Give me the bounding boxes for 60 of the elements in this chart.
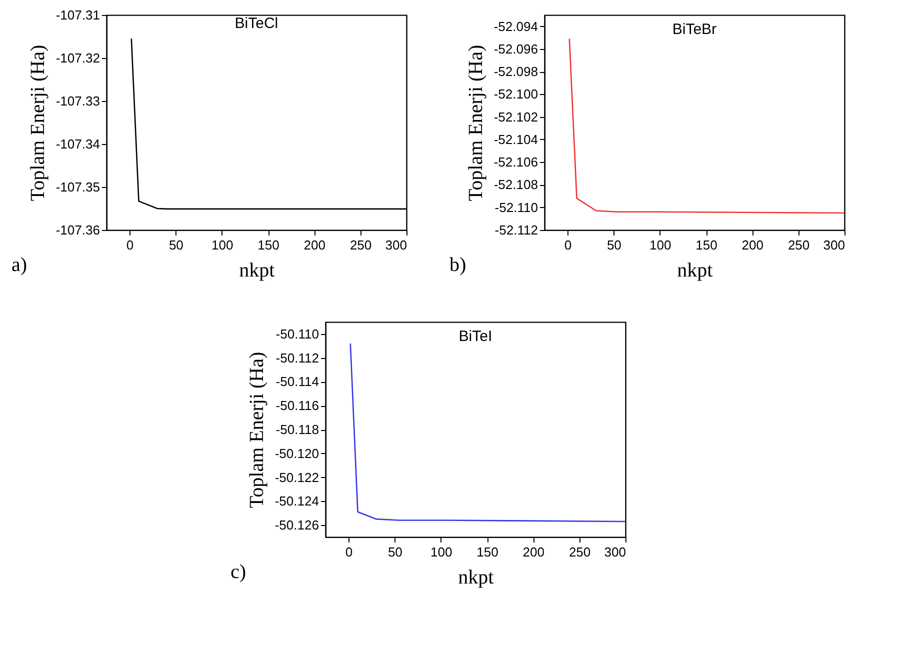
x-tick-label: 150 <box>696 238 718 252</box>
x-tick-label: 100 <box>211 238 234 252</box>
y-tick-label: -50.112 <box>276 350 319 366</box>
text: c) <box>230 561 246 583</box>
x-tick-label: 0 <box>564 238 572 252</box>
x-tick-label: 300 <box>385 238 407 252</box>
text: b) <box>449 254 466 276</box>
x-tick-label: 50 <box>606 238 622 252</box>
y-tick-label: -52.108 <box>494 177 538 192</box>
y-tick-label: -52.104 <box>494 132 538 147</box>
x-tick-label: 250 <box>788 238 810 252</box>
y-tick-label: -50.110 <box>276 326 319 342</box>
y-tick-label: -50.122 <box>274 470 319 485</box>
x-tick-label: 0 <box>345 544 353 560</box>
y-tick-label: -50.120 <box>274 446 319 461</box>
x-tick-label: 300 <box>604 544 626 560</box>
chart-title: BiTeI <box>458 328 492 345</box>
y-tick-label: -107.33 <box>56 94 100 108</box>
x-axis-title: nkpt <box>677 260 714 282</box>
y-tick-label: -52.102 <box>494 109 538 124</box>
x-tick-label: 0 <box>126 238 134 252</box>
x-tick-label: 200 <box>742 238 764 252</box>
y-tick-label: -50.114 <box>276 374 319 390</box>
y-tick-label: -107.32 <box>56 50 100 66</box>
y-tick-label: -52.106 <box>494 154 538 170</box>
x-tick-label: 100 <box>430 544 452 560</box>
chart-title: BiTeBr <box>672 21 717 38</box>
y-tick-label: -52.110 <box>494 200 538 215</box>
x-tick-label: 50 <box>168 238 184 252</box>
x-tick-label: 150 <box>258 238 280 252</box>
y-tick-label: -107.31 <box>56 8 100 22</box>
y-tick-label: -50.124 <box>274 494 319 509</box>
y-tick-label: -107.35 <box>56 180 100 194</box>
x-axis-title: nkpt <box>458 566 494 588</box>
x-tick-label: 200 <box>304 238 326 252</box>
x-axis-title: nkpt <box>239 260 276 282</box>
y-tick-label: -107.36 <box>56 222 100 238</box>
y-tick-label: -52.100 <box>494 86 538 102</box>
text: a) <box>11 254 27 276</box>
line-series <box>350 342 626 522</box>
y-axis-title: Toplam Enerji (Ha) <box>464 44 487 202</box>
y-tick-label: -52.098 <box>494 64 538 80</box>
y-tick-label: -52.094 <box>494 18 538 34</box>
y-tick-label: -52.112 <box>494 222 538 238</box>
x-tick-label: 100 <box>649 238 672 252</box>
y-tick-label: -107.34 <box>56 136 100 152</box>
x-tick-label: 300 <box>823 238 845 252</box>
y-tick-label: -52.096 <box>494 41 538 56</box>
chart-title: BiTeCl <box>234 15 278 32</box>
y-tick-label: -50.118 <box>276 422 319 437</box>
x-tick-label: 200 <box>522 544 544 560</box>
x-tick-label: 50 <box>388 544 402 560</box>
y-tick-label: -50.116 <box>276 398 319 414</box>
x-tick-label: 250 <box>568 544 591 560</box>
line-series <box>568 38 844 214</box>
x-tick-label: 250 <box>350 238 372 252</box>
y-tick-label: -50.126 <box>274 518 319 533</box>
y-axis-title: Toplam Enerji (Ha) <box>26 44 49 202</box>
y-axis-title: Toplam Enerji (Ha) <box>246 352 268 508</box>
x-tick-label: 150 <box>476 544 498 560</box>
